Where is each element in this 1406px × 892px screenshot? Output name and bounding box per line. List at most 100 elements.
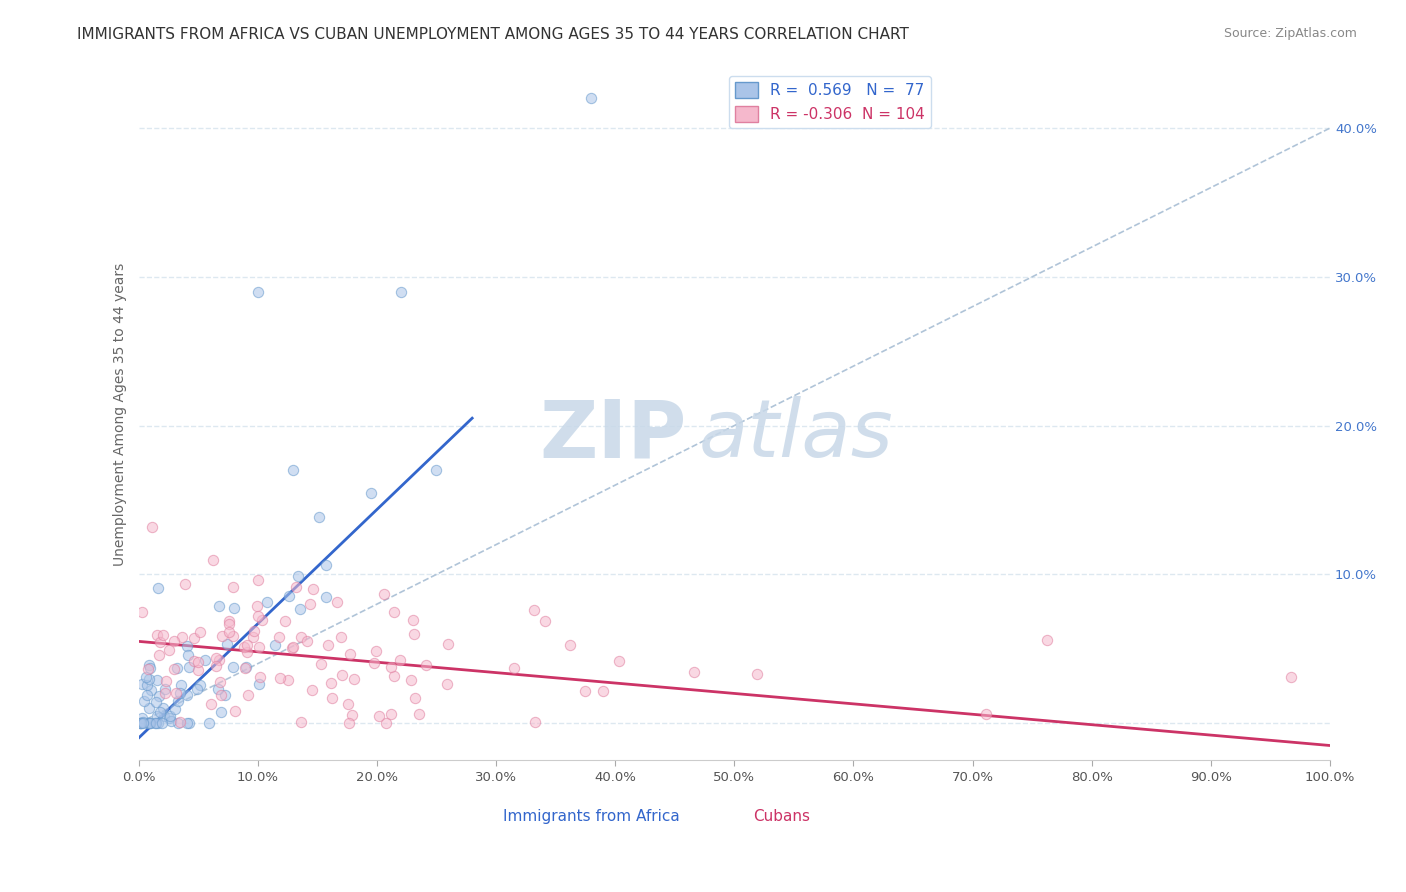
Point [236,688,259,702]
Point [233,660,256,674]
Point [148,689,170,703]
Point [301,682,323,697]
Point [169,686,191,700]
Point [503,661,526,675]
Point [131,605,153,619]
Point [135,688,157,702]
Point [134,670,156,684]
Point [157,642,180,657]
Point [146,628,169,642]
Point [132,715,155,730]
Point [269,671,291,685]
Point [364,644,387,658]
Point [177,648,200,663]
Text: atlas: atlas [699,396,893,475]
Point [747,667,769,681]
Point [246,608,269,623]
Point [141,682,163,697]
Point [146,709,169,723]
Point [149,635,172,649]
Point [273,614,295,628]
Point [436,677,458,691]
Point [375,716,398,731]
Point [141,519,163,533]
Point [205,658,228,673]
Legend: R =  0.569   N =  77, R = -0.306  N = 104: R = 0.569 N = 77, R = -0.306 N = 104 [728,76,931,128]
Point [202,553,225,567]
Point [198,716,221,731]
Point [165,686,187,700]
Point [283,463,305,477]
Point [380,707,402,722]
Point [316,638,339,652]
Point [143,716,166,731]
Point [187,663,209,677]
Point [592,683,614,698]
Point [150,716,173,731]
Point [145,716,167,731]
Point [183,654,205,668]
Point [188,678,211,692]
Point [222,629,245,643]
Point [315,591,337,605]
Point [139,716,162,731]
Point [235,660,257,674]
Point [382,606,405,620]
Point [607,654,630,668]
Point [315,558,337,572]
Point [183,631,205,645]
Point [683,665,706,679]
Point [264,638,287,652]
Text: Immigrants from Africa: Immigrants from Africa [503,809,679,824]
Point [249,640,271,654]
Point [167,716,190,731]
Point [246,285,269,299]
Point [129,716,152,731]
Point [146,716,169,731]
Point [277,673,299,687]
Point [287,568,309,582]
Point [170,677,193,691]
Point [129,716,152,731]
Point [153,686,176,700]
Point [363,657,385,671]
Point [523,714,546,729]
Point [166,661,188,675]
Point [389,653,412,667]
Point [297,634,319,648]
Point [131,677,153,691]
Point [249,670,271,684]
Point [245,599,267,613]
Point [389,285,412,299]
Point [574,684,596,698]
Point [309,657,332,671]
Point [207,599,229,614]
Point [224,704,246,718]
Point [290,714,312,729]
Point [299,597,322,611]
Text: Cubans: Cubans [754,809,810,824]
Point [325,595,347,609]
Point [209,689,232,703]
Point [200,698,222,712]
Point [149,705,172,719]
Point [290,630,312,644]
Point [139,661,162,675]
Point [131,711,153,725]
Point [974,707,997,722]
Point [337,697,360,711]
Point [342,708,364,723]
Point [131,716,153,731]
Point [218,617,240,632]
Point [163,634,186,648]
Point [242,630,264,644]
Point [269,630,291,644]
Point [138,701,160,715]
Text: ZIP: ZIP [540,396,686,475]
Point [368,709,391,723]
Point [155,673,177,688]
Point [146,673,169,688]
Point [128,716,150,731]
Point [415,657,437,672]
Point [278,589,301,603]
